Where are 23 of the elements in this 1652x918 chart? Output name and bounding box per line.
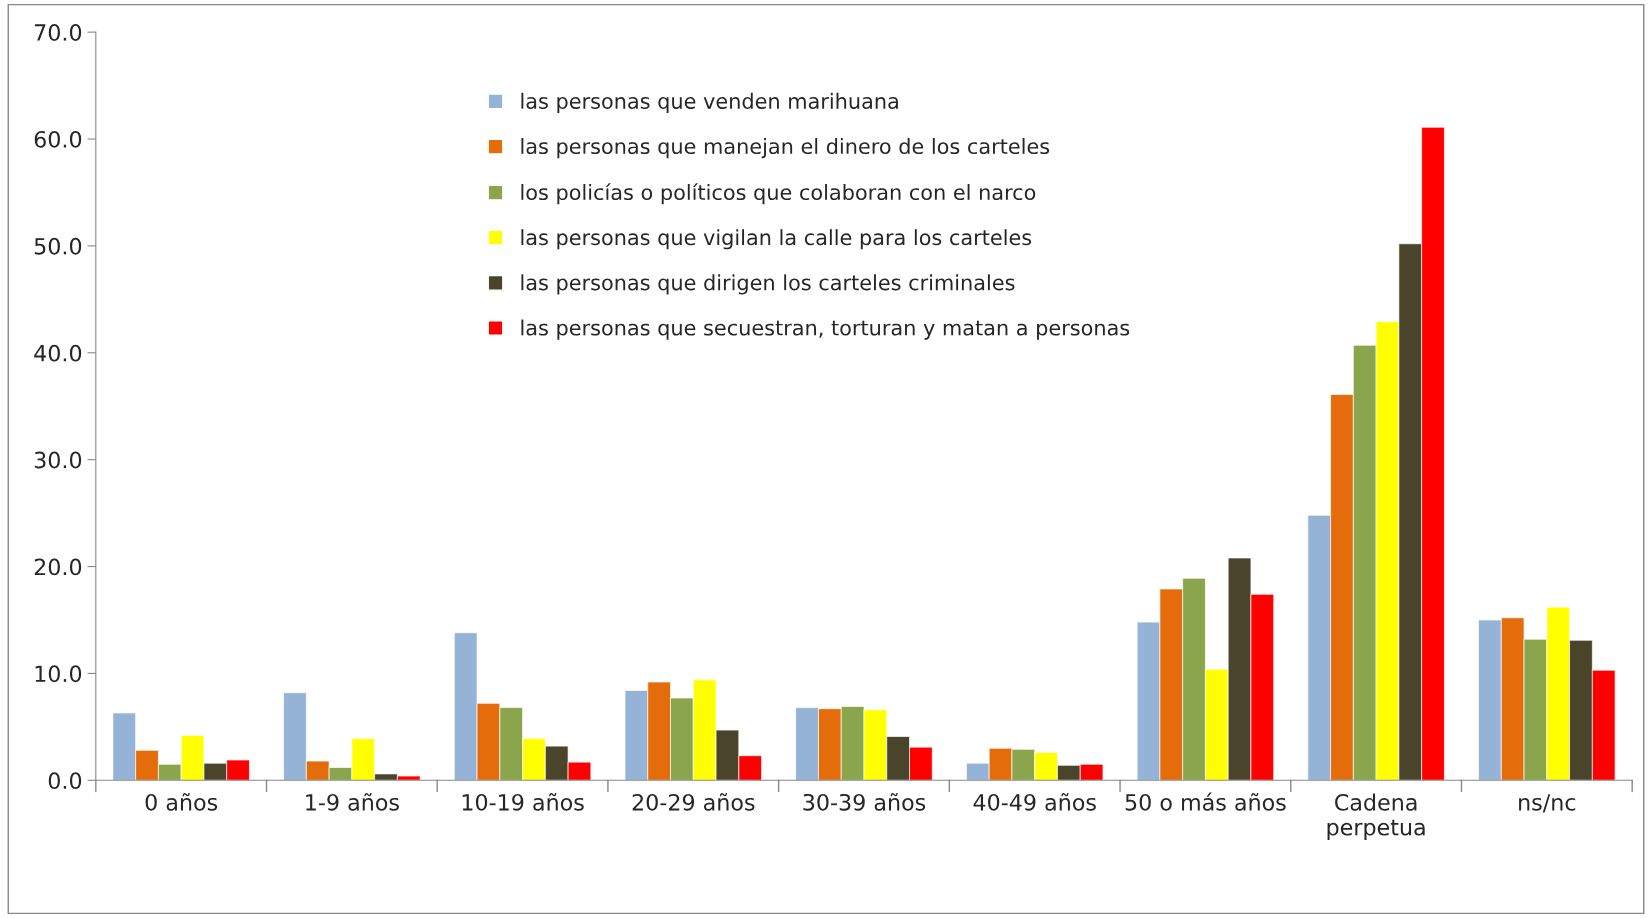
x-tick-label: 20-29 años <box>632 793 755 811</box>
x-tick-label: 40-49 años <box>973 793 1096 811</box>
y-tick-label: 30.0 <box>34 451 82 469</box>
x-tick-label: 30-39 años <box>803 793 926 811</box>
y-tick-label: 60.0 <box>34 130 82 148</box>
x-tick-label: Cadena perpetua <box>1327 793 1425 840</box>
legend-label: las personas que vigilan la calle para los carteles <box>521 229 1032 250</box>
x-tick-label: 1-9 años <box>306 793 399 811</box>
x-tick-label: 10-19 años <box>462 793 584 811</box>
y-tick-label: 70.0 <box>34 24 82 41</box>
x-tick-label: 0 años <box>145 793 218 811</box>
y-tick-label: 10.0 <box>35 665 82 683</box>
x-tick-label: ns/nc <box>1519 794 1576 813</box>
y-tick-label: 40.0 <box>34 344 82 362</box>
legend-label: las personas que venden marihuana <box>521 92 898 113</box>
y-tick-label: 20.0 <box>34 558 82 576</box>
legend-label: los policías o políticos que colaboran con el narco <box>521 183 1036 205</box>
legend-label: las personas que dirigen los carteles criminales <box>521 274 1015 295</box>
x-tick-label: 50 o más años <box>1125 792 1286 811</box>
y-tick-label: 50.0 <box>34 237 82 255</box>
legend-label: las personas que manejan el dinero de los carteles <box>521 138 1050 159</box>
y-tick-label: 0.0 <box>48 772 82 790</box>
legend-label: las personas que secuestran, torturan y matan a personas <box>521 319 1130 340</box>
